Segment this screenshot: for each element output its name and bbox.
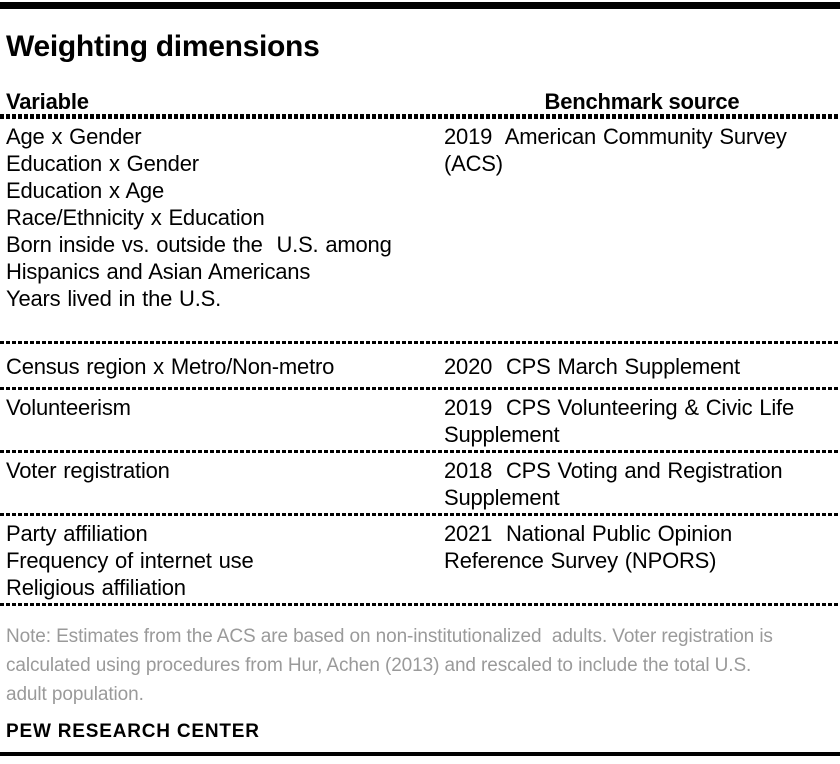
variable-line: Party affiliation	[6, 521, 148, 546]
note-line: adult population.	[6, 684, 144, 705]
row-separator	[0, 603, 840, 606]
variable-cell: Volunteerism	[0, 394, 444, 448]
variable-cell: Census region x Metro/Non-metro	[0, 353, 444, 380]
source-line: 2021 National Public Opinion	[444, 521, 733, 546]
table-row: Party affiliation Frequency of internet u…	[0, 516, 840, 603]
brand-footer: PEW RESEARCH CENTER	[6, 721, 260, 742]
column-header-variable: Variable	[6, 89, 89, 114]
table-header-row: Variable Benchmark source	[0, 89, 840, 114]
variable-line: Education x Gender	[6, 151, 199, 176]
column-header-benchmark-source: Benchmark source	[544, 89, 740, 114]
page-title: Weighting dimensions	[6, 30, 320, 63]
top-rule	[0, 2, 840, 9]
variable-cell: Party affiliation Frequency of internet u…	[0, 520, 444, 601]
variable-line: Age x Gender	[6, 124, 142, 149]
row-separator	[0, 387, 840, 390]
header-separator	[0, 114, 840, 119]
variable-line: Religious affiliation	[6, 575, 186, 600]
source-line: Reference Survey (NPORS)	[444, 548, 717, 573]
variable-line: Hispanics and Asian Americans	[6, 259, 311, 284]
variable-line: Years lived in the U.S.	[6, 286, 222, 311]
variable-line: Race/Ethnicity x Education	[6, 205, 265, 230]
table-body: Age x Gender Education x Gender Education …	[0, 119, 840, 606]
variable-line: Born inside vs. outside the U.S. among	[6, 232, 392, 257]
variable-cell: Voter registration	[0, 457, 444, 511]
source-line: Supplement	[444, 485, 560, 510]
benchmark-source-cell: 2019 CPS Volunteering & Civic Life Supple…	[444, 394, 840, 448]
variable-line: Education x Age	[6, 178, 165, 203]
benchmark-source-cell: 2019 American Community Survey (ACS)	[444, 123, 840, 312]
source-line: 2020 CPS March Supplement	[444, 354, 740, 379]
benchmark-source-cell: 2018 CPS Voting and Registration Suppleme…	[444, 457, 840, 511]
table-row: Age x Gender Education x Gender Education …	[0, 119, 840, 341]
source-line: 2019 American Community Survey	[444, 124, 787, 149]
bottom-rule	[0, 752, 840, 756]
note-line: calculated using procedures from Hur, Ac…	[6, 655, 752, 676]
variable-line: Frequency of internet use	[6, 548, 254, 573]
source-line: 2018 CPS Voting and Registration	[444, 458, 783, 483]
row-separator	[0, 450, 840, 453]
note-line: Note: Estimates from the ACS are based o…	[6, 626, 773, 647]
source-line: 2019 CPS Volunteering & Civic Life	[444, 395, 794, 420]
variable-line: Voter registration	[6, 458, 170, 483]
variable-line: Volunteerism	[6, 395, 131, 420]
source-line: (ACS)	[444, 151, 503, 176]
row-separator	[0, 513, 840, 516]
table-row: Voter registration 2018 CPS Voting and Re…	[0, 453, 840, 513]
row-separator	[0, 341, 840, 344]
table-row: Volunteerism 2019 CPS Volunteering & Civi…	[0, 390, 840, 450]
variable-cell: Age x Gender Education x Gender Education …	[0, 123, 444, 312]
table-note: Note: Estimates from the ACS are based o…	[6, 622, 840, 709]
benchmark-source-cell: 2021 National Public Opinion Reference Su…	[444, 520, 840, 601]
source-line: Supplement	[444, 422, 560, 447]
variable-line: Census region x Metro/Non-metro	[6, 354, 335, 379]
benchmark-source-cell: 2020 CPS March Supplement	[444, 353, 840, 380]
table-row: Census region x Metro/Non-metro 2020 CPS …	[0, 344, 840, 387]
